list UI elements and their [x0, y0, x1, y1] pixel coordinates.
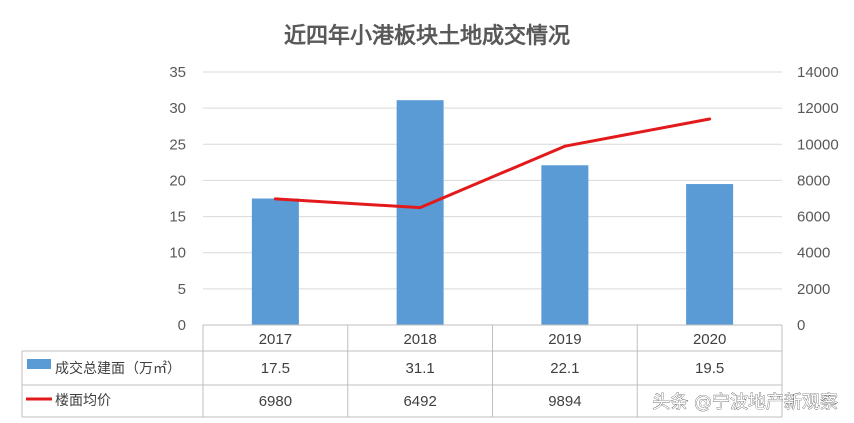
- right-tick-label: 12000: [797, 100, 839, 117]
- legend-bar-swatch: [27, 359, 51, 369]
- bar-2019: [541, 165, 589, 325]
- bar-value-label: 19.5: [695, 360, 724, 377]
- bar-value-label: 31.1: [406, 360, 435, 377]
- price-value-label: 9894: [548, 393, 581, 410]
- right-tick-label: 2000: [797, 281, 830, 298]
- bar-2020: [686, 184, 734, 325]
- gridlines: [203, 71, 782, 326]
- left-tick-label: 35: [169, 64, 186, 81]
- left-tick-label: 10: [169, 245, 186, 262]
- chart-title: 近四年小港板块土地成交情况: [284, 23, 570, 49]
- bar-2017: [251, 198, 299, 325]
- price-line: [275, 117, 710, 210]
- right-tick-label: 14000: [797, 64, 839, 81]
- left-tick-label: 30: [169, 100, 186, 117]
- legend-bar-label: 成交总建面（万㎡）: [55, 360, 181, 377]
- watermark-text: 头条 @宁波地产新观察: [652, 392, 838, 413]
- category-label: 2019: [548, 331, 581, 348]
- left-tick-label: 25: [169, 136, 186, 153]
- left-tick-label: 0: [178, 317, 186, 334]
- bar-value-label: 22.1: [550, 360, 579, 377]
- bar-value-label: 17.5: [261, 360, 290, 377]
- category-label: 2017: [259, 331, 292, 348]
- left-tick-label: 20: [169, 172, 186, 189]
- right-tick-label: 10000: [797, 136, 839, 153]
- bar-2018: [396, 100, 444, 325]
- right-tick-label: 8000: [797, 172, 830, 189]
- bar-series: [251, 100, 734, 325]
- right-tick-label: 6000: [797, 209, 830, 226]
- right-tick-label: 0: [797, 317, 805, 334]
- left-tick-label: 5: [178, 281, 186, 298]
- line-series: [273, 117, 712, 210]
- category-label: 2020: [693, 331, 726, 348]
- price-point-2017: [273, 197, 277, 201]
- price-value-label: 6492: [403, 393, 436, 410]
- left-axis: 35 30 25 20 15 10 5 0: [169, 64, 186, 334]
- price-point-2020: [708, 117, 712, 121]
- right-tick-label: 4000: [797, 245, 830, 262]
- price-value-label: 6980: [259, 393, 292, 410]
- legend-line-label: 楼面均价: [55, 393, 111, 409]
- data-table: 2017 2018 2019 2020 成交总建面（万㎡） 楼面均价 17.5 31.1 22.…: [21, 324, 783, 418]
- category-label: 2018: [403, 331, 436, 348]
- price-point-2018: [418, 206, 422, 210]
- price-point-2019: [563, 144, 567, 148]
- left-tick-label: 15: [169, 209, 186, 226]
- right-axis: 14000 12000 10000 8000 6000 4000 2000 0: [797, 64, 839, 334]
